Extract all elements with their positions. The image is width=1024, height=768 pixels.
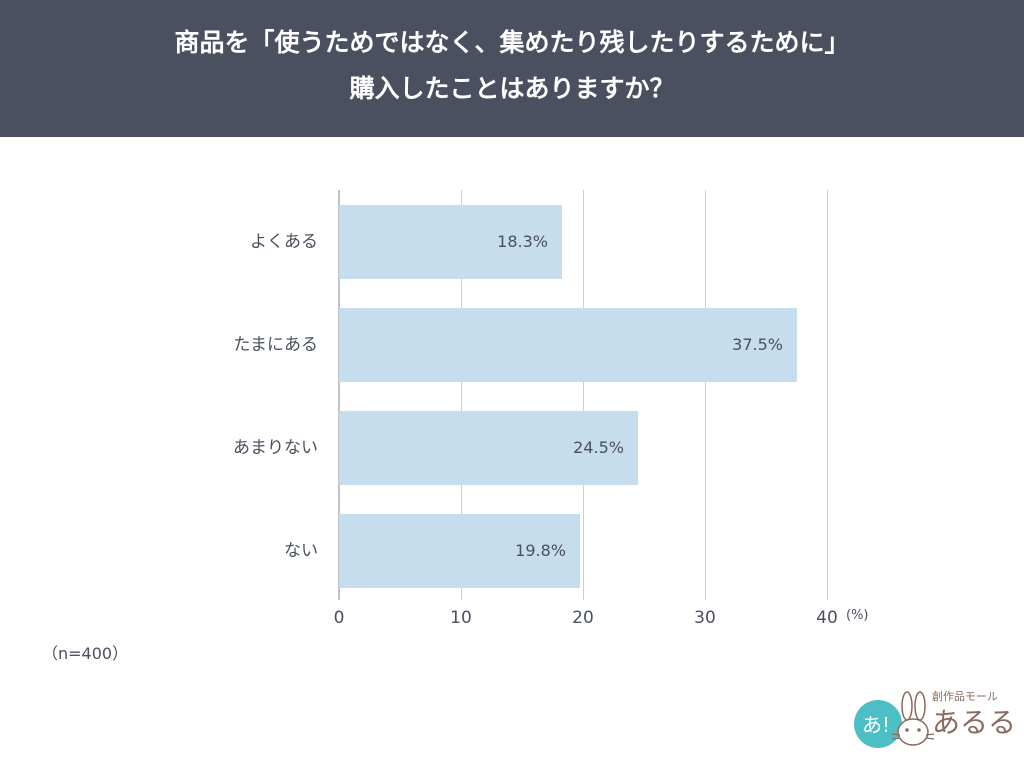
category-label: よくある xyxy=(250,232,318,252)
x-tick-label: 0 xyxy=(333,608,345,628)
gridline-40 xyxy=(827,190,828,600)
svg-text:あるる: あるる xyxy=(932,706,1012,739)
bar-yoku-aru: 18.3% xyxy=(339,205,562,279)
bar-tama-ni-aru: 37.5% xyxy=(339,308,797,382)
category-label: ない xyxy=(284,541,318,561)
sample-size-note: （n=400） xyxy=(42,644,129,663)
gridline-30 xyxy=(705,190,706,600)
bar-value-label: 37.5% xyxy=(732,335,783,354)
x-tick-label: 30 xyxy=(694,608,716,628)
category-label: あまりない xyxy=(233,438,318,458)
bar-value-label: 24.5% xyxy=(573,438,624,457)
category-label: たまにある xyxy=(233,335,319,355)
bar-nai: 19.8% xyxy=(339,514,580,588)
gridline-20 xyxy=(583,190,584,600)
title-line-1: 商品を「使うためではなく、集めたり残したりするために」 xyxy=(174,28,850,57)
x-tick-label: 40 xyxy=(816,608,838,628)
bar-value-label: 19.8% xyxy=(515,541,566,560)
svg-text:あ!: あ! xyxy=(862,713,890,737)
bar-value-label: 18.3% xyxy=(497,232,548,251)
y-axis-line xyxy=(338,190,340,600)
x-tick-label: 10 xyxy=(450,608,472,628)
bar-amari-nai: 24.5% xyxy=(339,411,638,485)
chart-title-banner: 商品を「使うためではなく、集めたり残したりするために」 購入したことはありますか… xyxy=(0,0,1024,137)
svg-text:創作品モール: 創作品モール xyxy=(932,689,998,703)
gridline-10 xyxy=(461,190,462,600)
x-tick-label: 20 xyxy=(572,608,594,628)
rabbit-logo-icon: あ! 創作品モール あるる xyxy=(854,689,1016,748)
title-line-2: 購入したことはありますか？ xyxy=(349,74,675,103)
brand-logo: あ! 創作品モール あるる xyxy=(852,686,1016,758)
x-axis-unit: (%) xyxy=(846,608,869,623)
